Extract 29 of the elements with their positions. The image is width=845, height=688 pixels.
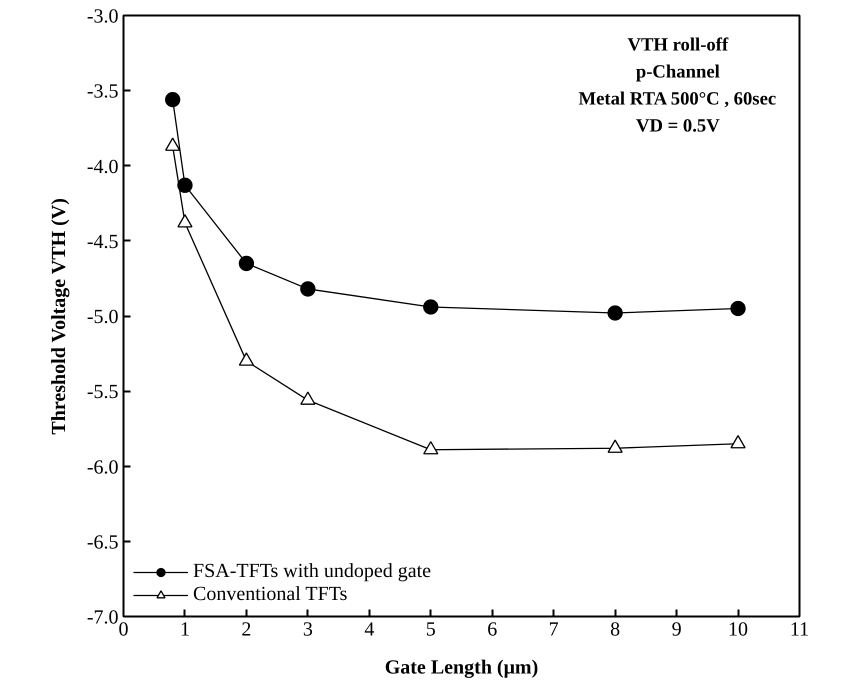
x-tick-label: 5: [426, 618, 436, 640]
x-tick-label: 10: [728, 618, 748, 640]
y-tick-label: -6.5: [86, 531, 119, 554]
y-tick-label: -5.5: [86, 381, 119, 404]
y-axis-title: Threshold Voltage VTH (V): [48, 198, 70, 435]
annotation: Metal RTA 500°C , 60sec: [578, 88, 776, 110]
x-tick-label: 4: [364, 618, 374, 640]
y-tick-label: -6.0: [86, 456, 119, 478]
x-axis-title: Gate Length (μm): [384, 656, 538, 678]
x-tick-label: 0: [118, 618, 128, 640]
legend-label: FSA-TFTs with undoped gate: [193, 560, 432, 583]
y-tick-label: -3.0: [86, 6, 119, 28]
y-tick-label: -3.5: [86, 80, 119, 103]
x-tick-label: 8: [610, 618, 620, 640]
annotation: VD = 0.5V: [636, 116, 720, 136]
y-tick-label: -5.0: [86, 306, 119, 328]
y-tick-label: -4.5: [86, 230, 119, 253]
x-tick-label: 3: [302, 618, 313, 640]
annotation: VTH roll-off: [627, 34, 729, 56]
x-tick-label: 1: [180, 618, 190, 640]
y-tick-label: -7.0: [86, 606, 119, 628]
x-tick-label: 9: [672, 618, 682, 640]
x-tick-label: 7: [548, 618, 559, 640]
y-tick-label: -4.0: [86, 156, 119, 178]
annotation: p-Channel: [636, 62, 720, 82]
x-tick-label: 6: [487, 618, 498, 640]
x-tick-label: 11: [790, 618, 810, 640]
x-tick-label: 2: [241, 618, 252, 640]
legend-label: Conventional TFTs: [193, 583, 348, 606]
